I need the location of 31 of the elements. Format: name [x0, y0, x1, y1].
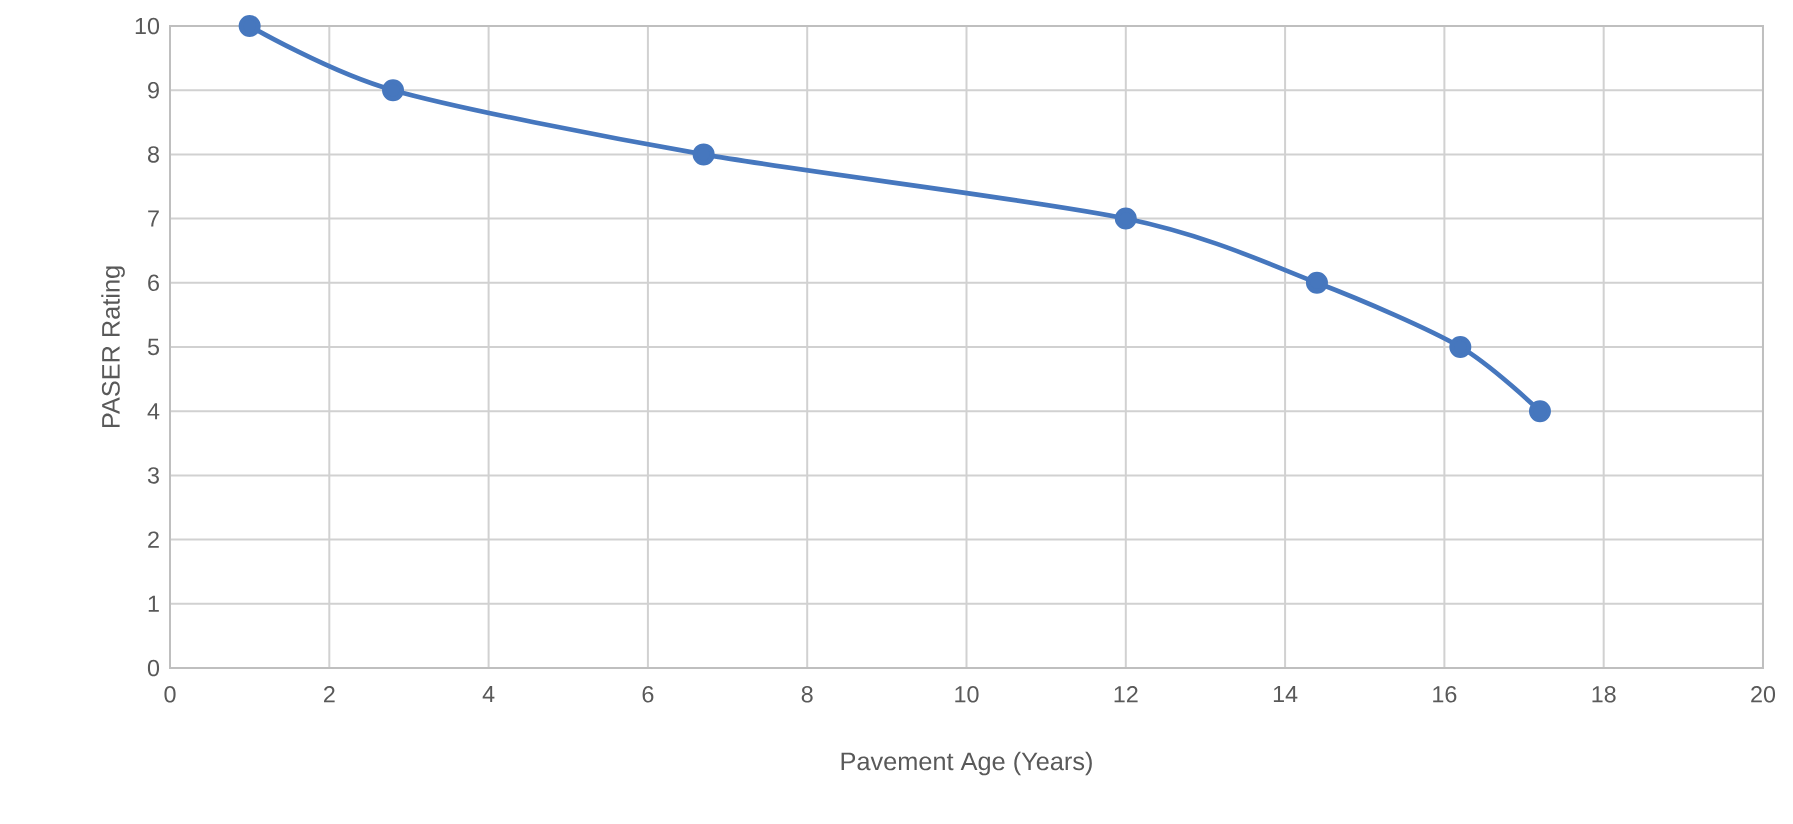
y-tick-label: 5: [147, 338, 159, 356]
y-axis-title: PASER Rating: [101, 266, 125, 428]
y-tick-label: 10: [135, 17, 160, 35]
point: [1114, 207, 1137, 230]
x-tick-label: 4: [482, 686, 495, 703]
y-tick-label: 0: [147, 659, 160, 677]
y-tick-label: 2: [148, 531, 159, 548]
x-tick-label: 14: [1273, 686, 1298, 703]
x-axis-title: Pavement Age (Years): [841, 751, 1092, 776]
y-tick-label: 3: [147, 467, 159, 484]
y-tick-label: 8: [148, 146, 159, 163]
x-tick-label: 6: [642, 686, 654, 703]
x-tick-label: 0: [164, 686, 176, 703]
point: [382, 79, 405, 102]
y-tick-label: 4: [147, 403, 160, 420]
y-tick-label: 7: [148, 210, 159, 227]
point: [1449, 335, 1472, 358]
point: [238, 14, 261, 37]
y-tick-label: 6: [148, 274, 159, 292]
y-tick-label: 9: [148, 81, 159, 99]
x-tick-label: 16: [1433, 686, 1457, 703]
y-tick-label: 1: [148, 595, 159, 612]
x-tick-label: 2: [323, 686, 335, 703]
point: [692, 143, 715, 166]
x-tick-label: 12: [1114, 686, 1138, 703]
point: [1305, 271, 1328, 294]
point: [1528, 400, 1551, 423]
x-tick-label: 18: [1592, 686, 1616, 703]
x-tick-label: 20: [1751, 686, 1776, 703]
x-tick-label: 8: [801, 686, 813, 703]
x-tick-label: 10: [955, 686, 979, 703]
